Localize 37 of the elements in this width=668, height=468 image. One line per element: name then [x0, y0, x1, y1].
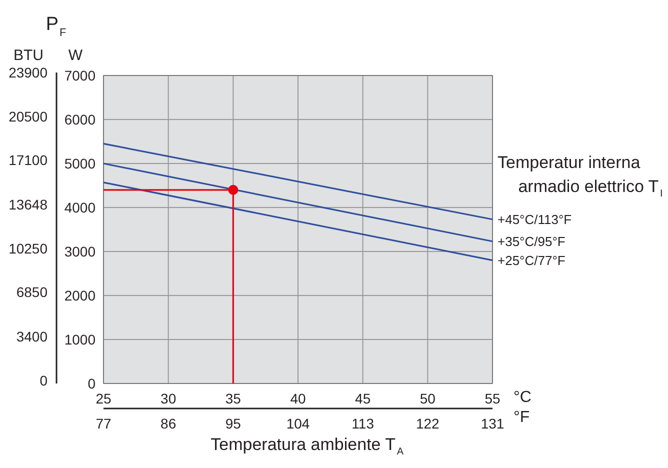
series-label: +35°C/95°F	[498, 234, 566, 249]
y-tick-label: 2000	[64, 288, 96, 304]
x2-tick-label: 104	[286, 416, 310, 432]
x2-tick-label: 86	[160, 416, 176, 432]
x-tick-label: 45	[355, 390, 371, 406]
y2-tick-label: 3400	[16, 328, 48, 345]
y2-tick-label: 17100	[8, 152, 48, 168]
y-tick-label: 4000	[64, 200, 96, 216]
x-tick-label: 40	[290, 390, 306, 406]
x2-tick-label: 122	[416, 416, 440, 432]
y2-axis-title: BTU	[14, 47, 44, 64]
y2-tick-label: 23900	[8, 64, 48, 80]
y-tick-label: 6000	[64, 112, 96, 128]
x-tick-label: 30	[160, 390, 176, 406]
x2-tick-label: 113	[352, 416, 374, 432]
x-tick-label: 55	[484, 390, 500, 406]
y2-tick-label: 13648	[8, 196, 48, 213]
y2-tick-label: 10250	[8, 240, 48, 256]
text: °C	[514, 389, 532, 406]
x2-axis-title: °F	[514, 409, 530, 426]
y2-tick-label: 6850	[16, 284, 48, 300]
series-label: +45°C/113°F	[498, 212, 572, 227]
x-tick-label: 25	[96, 390, 112, 406]
x-tick-label: 35	[225, 390, 242, 406]
x2-tick-label: 95	[225, 416, 242, 432]
series-label: +25°C/77°F	[498, 252, 566, 268]
y-tick-label: 5000	[64, 156, 96, 172]
y2-tick-label: 20500	[8, 108, 48, 124]
y-tick-label: 3000	[64, 244, 96, 260]
x2-tick-label: 131	[480, 416, 504, 432]
x-tick-label: 50	[420, 390, 436, 406]
y-tick-label: 7000	[64, 68, 96, 84]
y-tick-label: 1000	[64, 332, 96, 348]
y2-tick-label: 0	[40, 372, 48, 388]
y-tick-label: 0	[88, 376, 96, 392]
x2-tick-label: 77	[96, 416, 112, 432]
y-axis-title: W	[68, 47, 84, 64]
